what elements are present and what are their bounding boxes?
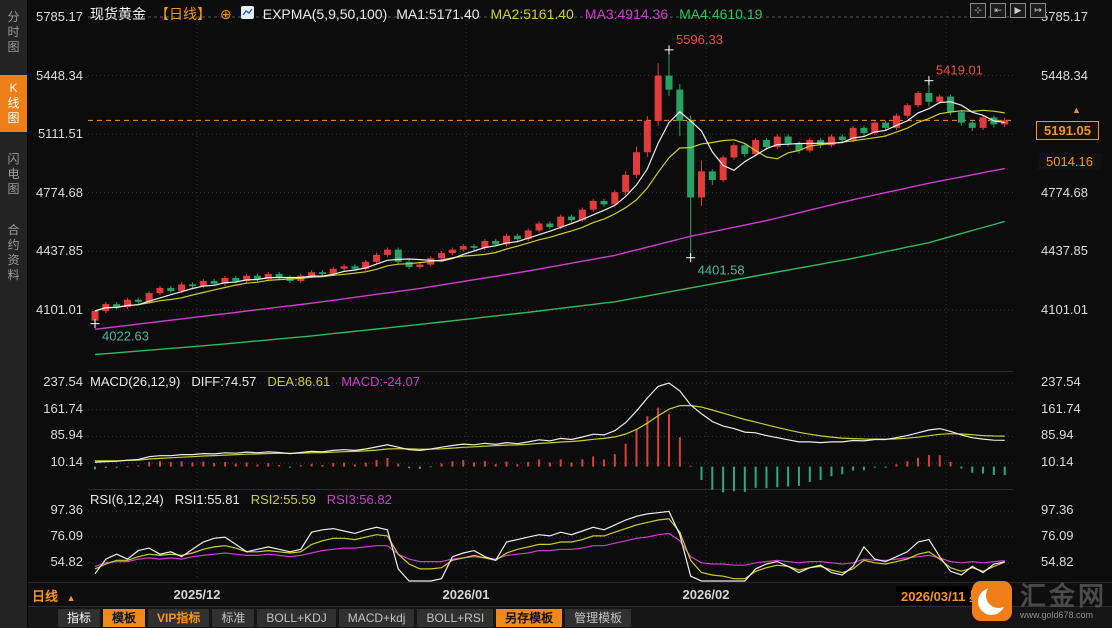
site-name: 汇金网: [1019, 580, 1107, 611]
window-controls: ⊹ ⇤ ▶ ↦: [970, 3, 1046, 18]
macd-diff-value: DIFF:74.57: [191, 374, 257, 389]
secondary-price-label: 5014.16: [1038, 153, 1101, 170]
chart-header: 现货黄金 【日线】 ⊕ EXPMA(5,9,50,100) MA1:5171.4…: [90, 4, 762, 24]
indicator-name: EXPMA(5,9,50,100): [262, 6, 388, 22]
site-url: www.gold678.com: [1019, 609, 1094, 620]
period-selector[interactable]: 日线 ▲: [32, 586, 76, 605]
rsi-title: RSI(6,12,24): [90, 492, 164, 507]
ma1-value: MA1:5171.40: [396, 6, 480, 22]
toolbar-manage-template[interactable]: 管理模板: [565, 608, 632, 627]
price-tick-right: 4774.68: [1041, 184, 1088, 200]
toolbar-templates[interactable]: 模板: [103, 608, 146, 627]
scroll-start-icon[interactable]: ⇤: [990, 3, 1006, 18]
macd-tick-right: 161.74: [1041, 400, 1081, 416]
macd-tick-right: 237.54: [1041, 374, 1081, 389]
macd-dea-value: DEA:86.61: [267, 374, 331, 389]
svg-text:5596.33: 5596.33: [676, 32, 723, 47]
macd-tick-left: 237.54: [43, 374, 83, 389]
ma-values: MA1:5171.40 MA2:5161.40 MA3:4914.36 MA4:461…: [396, 6, 762, 22]
chart-plot-area: 5596.33 5419.01 4401.58 4022.63: [28, 0, 1112, 582]
play-icon[interactable]: ▶: [1010, 3, 1026, 18]
toolbar-save-template[interactable]: 另存模板: [496, 608, 563, 627]
indicator-chart-icon: [240, 6, 254, 22]
price-tick-left: 4437.85: [36, 243, 83, 259]
price-tick-left: 5111.51: [37, 126, 83, 142]
rsi3-value: RSI3:56.82: [326, 492, 392, 507]
right-price-axis: 5785.175448.345111.514774.684437.854101.…: [1041, 0, 1111, 582]
toolbar-boll-rsi[interactable]: BOLL+RSI: [417, 608, 494, 627]
period-badge: 【日线】: [155, 6, 211, 22]
rsi-tick-right: 76.09: [1041, 528, 1074, 543]
price-tick-right: 4101.01: [1041, 302, 1088, 317]
toolbar-boll-kdj[interactable]: BOLL+KDJ: [257, 608, 336, 627]
rsi-tick-left: 97.36: [50, 502, 83, 517]
macd-title: MACD(26,12,9): [90, 374, 181, 389]
rsi-tick-left: 76.09: [50, 528, 83, 543]
rsi-tick-right: 54.82: [1041, 554, 1074, 569]
period-selector-label: 日线: [32, 589, 59, 604]
ma3-value: MA3:4914.36: [584, 6, 669, 22]
price-tick-left: 5448.34: [36, 67, 83, 83]
rsi2-value: RSI2:55.59: [250, 492, 316, 507]
toolbar-standard[interactable]: 标准: [212, 608, 255, 627]
date-label: 2026/02: [682, 587, 730, 602]
toolbar-macd-kdj[interactable]: MACD+kdj: [338, 608, 415, 627]
candlestick-chart[interactable]: 5596.33 5419.01 4401.58 4022.63: [88, 0, 1013, 582]
rsi1-value: RSI1:55.81: [174, 492, 240, 507]
macd-tick-left: 161.74: [43, 400, 83, 416]
toolbar-indicators[interactable]: 指标: [58, 608, 101, 627]
ma2-value: MA2:5161.40: [490, 6, 574, 22]
current-price-label: 5191.05: [1036, 121, 1099, 140]
price-tick-right: 4437.85: [1041, 243, 1088, 259]
price-tick-right: 5785.17: [1041, 9, 1088, 24]
sidebar-item-time-share-chart[interactable]: 分时图: [7, 10, 20, 54]
price-tick-left: 5785.17: [36, 9, 83, 24]
sidebar-item-flash-chart[interactable]: 闪电图: [7, 152, 20, 196]
price-tick-left: 4101.01: [36, 302, 83, 317]
macd-tick-left: 85.94: [50, 427, 83, 443]
rsi-tick-right: 97.36: [1041, 502, 1074, 517]
sidebar-item-contract-info[interactable]: 合约资料: [7, 223, 20, 282]
svg-text:4022.63: 4022.63: [102, 329, 149, 344]
ma4-value: MA4:4610.19: [679, 6, 763, 22]
rsi-header: RSI(6,12,24) RSI1:55.81 RSI2:55.59 RSI3:…: [90, 492, 392, 507]
time-axis: 日线 ▲ 2026/03/11 星期三 2025/12 2026/01 2026/0…: [28, 582, 1112, 607]
macd-tick-left: 10.14: [50, 454, 83, 469]
macd-tick-right: 85.94: [1041, 427, 1074, 443]
site-logo: 汇金网 www.gold678.com: [971, 580, 1107, 621]
crosshair-icon[interactable]: ⊹: [970, 3, 986, 18]
price-tick-left: 4774.68: [36, 184, 83, 200]
add-indicator-icon[interactable]: ⊕: [220, 5, 232, 22]
svg-text:4401.58: 4401.58: [698, 263, 745, 278]
toolbar-vip-indicators[interactable]: VIP指标: [148, 608, 210, 627]
macd-tick-right: 10.14: [1041, 454, 1074, 469]
left-price-axis: 5785.17 5448.34 5111.51 4774.68 4437.85 4101.…: [28, 0, 85, 582]
bottom-toolbar: 指标 模板 VIP指标 标准 BOLL+KDJ MACD+kdj BOLL+RSI 另存模板管…: [0, 606, 1112, 628]
symbol-name: 现货黄金: [90, 6, 146, 22]
scroll-end-icon[interactable]: ↦: [1030, 3, 1046, 18]
macd-header: MACD(26,12,9) DIFF:74.57 DEA:86.61 MACD:…: [90, 374, 420, 389]
svg-text:5419.01: 5419.01: [936, 63, 983, 78]
price-arrow-icon: ▲: [1072, 105, 1081, 115]
logo-icon: [971, 581, 1012, 621]
period-arrow-icon: ▲: [66, 593, 76, 603]
date-label: 2026/01: [442, 587, 490, 602]
macd-value: MACD:-24.07: [341, 374, 420, 389]
price-tick-right: 5448.34: [1041, 67, 1088, 83]
rsi-tick-left: 54.82: [50, 554, 83, 569]
date-label: 2025/12: [173, 587, 221, 602]
